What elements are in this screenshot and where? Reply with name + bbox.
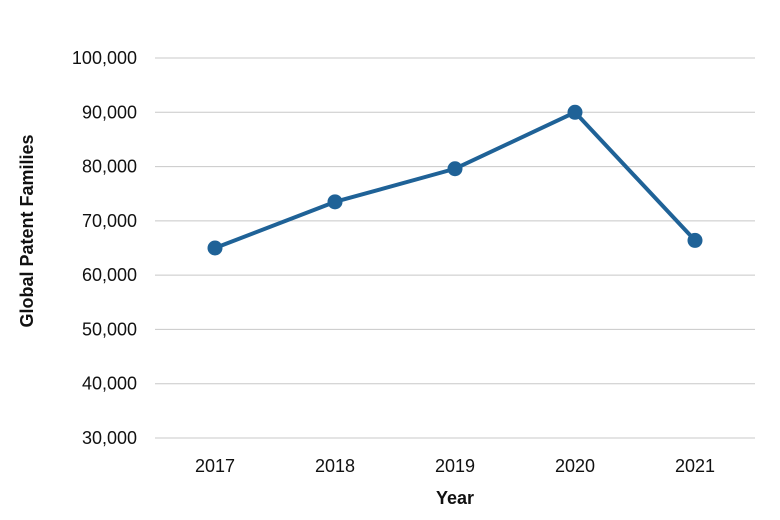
x-tick-label: 2017 <box>195 456 235 476</box>
x-tick-labels: 2017 2018 2019 2020 2021 <box>195 456 715 476</box>
y-tick-labels: 30,000 40,000 50,000 60,000 70,000 80,000 90,0… <box>72 48 137 448</box>
data-point <box>447 161 463 177</box>
data-point <box>567 104 583 120</box>
y-tick-label: 30,000 <box>82 428 137 448</box>
data-point <box>207 240 223 256</box>
x-tick-label: 2019 <box>435 456 475 476</box>
y-tick-label: 50,000 <box>82 319 137 339</box>
x-axis-title: Year <box>436 488 474 508</box>
gridlines <box>155 57 755 439</box>
y-axis-title: Global Patent Families <box>17 134 37 327</box>
y-tick-label: 100,000 <box>72 48 137 68</box>
x-tick-label: 2018 <box>315 456 355 476</box>
y-tick-label: 80,000 <box>82 157 137 177</box>
x-tick-label: 2021 <box>675 456 715 476</box>
y-tick-label: 40,000 <box>82 374 137 394</box>
data-point <box>327 194 343 210</box>
series-layer <box>207 104 703 256</box>
y-tick-label: 90,000 <box>82 102 137 122</box>
data-point <box>687 232 703 248</box>
series-line <box>213 110 697 250</box>
y-tick-label: 70,000 <box>82 211 137 231</box>
y-tick-label: 60,000 <box>82 265 137 285</box>
x-tick-label: 2020 <box>555 456 595 476</box>
